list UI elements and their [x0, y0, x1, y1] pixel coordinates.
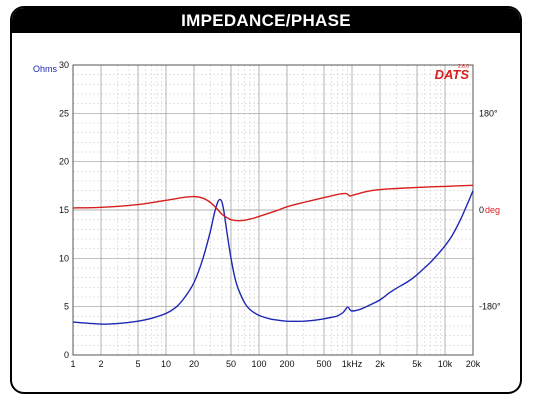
x-tick-label: 5k [412, 359, 422, 369]
x-tick-labels: 1 2 5 10 20 50 100 200 500 1kHz 2k 5k 10k 20k [70, 359, 480, 369]
x-tick-label: 2k [375, 359, 385, 369]
x-tick-label: 10k [438, 359, 453, 369]
y-axis-label: Ohms [33, 64, 58, 74]
y-tick-labels: 0 5 10 15 20 25 30 [59, 60, 69, 360]
x-tick-label: 20 [189, 359, 199, 369]
dats-logo: 2.6.0 DATS [435, 64, 470, 82]
logo-version: 2.6.0 [458, 64, 469, 70]
x-tick-label: 200 [279, 359, 294, 369]
y2-tick-label: 0 [479, 205, 484, 215]
y-tick-label: 10 [59, 253, 69, 263]
impedance-phase-chart: 1 2 5 10 20 50 100 200 500 1kHz 2k 5k 10k 20k 0510152… [33, 60, 501, 369]
x-tick-label: 50 [226, 359, 236, 369]
y2-axis-label: deg [485, 205, 500, 215]
y-tick-label: 25 [59, 108, 69, 118]
impedance-line [72, 190, 474, 325]
chart-card: IMPEDANCE/PHASE 1 2 5 10 20 50 100 200 500 1kHz 2k… [10, 6, 522, 394]
y-tick-label: 5 [64, 302, 69, 312]
series-group [72, 184, 474, 325]
y2-tick-label: 180° [479, 108, 498, 118]
phase-line [72, 184, 474, 222]
logo-text: DATS [435, 67, 470, 82]
chart-title: IMPEDANCE/PHASE [12, 8, 520, 33]
y2-tick-labels: 180° 0 -180° [479, 108, 501, 311]
y-tick-label: 30 [59, 60, 69, 70]
x-tick-label: 5 [135, 359, 140, 369]
x-tick-label: 1kHz [342, 359, 363, 369]
major-grid [72, 64, 474, 356]
x-tick-label: 10 [161, 359, 171, 369]
x-tick-label: 1 [70, 359, 75, 369]
x-tick-label: 2 [98, 359, 103, 369]
y2-tick-label: -180° [479, 302, 501, 312]
y-tick-label: 15 [59, 205, 69, 215]
y-tick-label: 20 [59, 157, 69, 167]
y-tick-label: 0 [64, 350, 69, 360]
x-tick-label: 20k [466, 359, 481, 369]
plot-frame [72, 64, 474, 356]
x-tick-label: 500 [316, 359, 331, 369]
x-tick-label: 100 [251, 359, 266, 369]
